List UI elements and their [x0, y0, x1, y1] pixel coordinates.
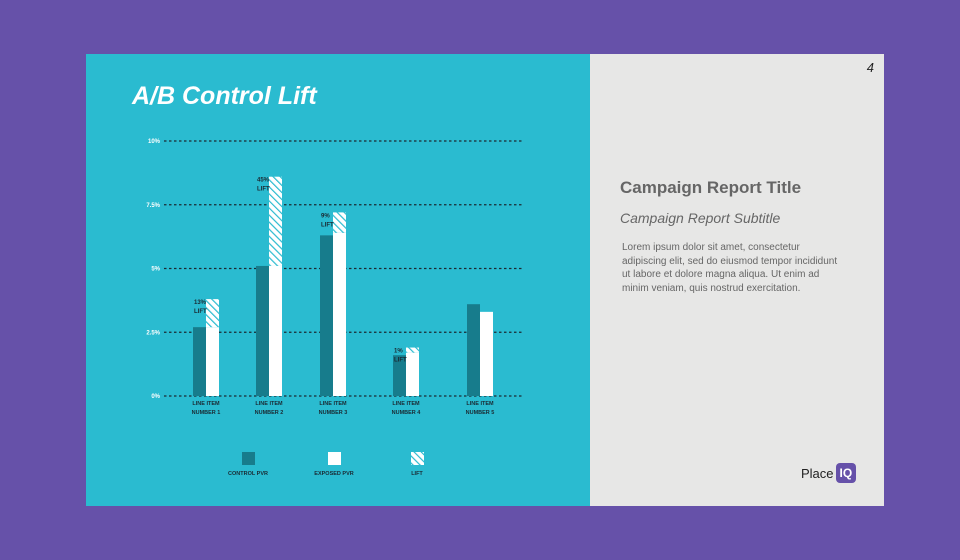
report-body: Lorem ipsum dolor sit amet, consectetur …	[622, 242, 838, 294]
lift-bar	[269, 176, 282, 266]
lift-annotation: 13% LIFT	[194, 300, 207, 315]
lift-annotation: 1% LIFT	[394, 349, 407, 364]
y-tick-label: 0%	[151, 394, 160, 400]
legend-label: CONTROL PVR	[228, 471, 268, 477]
lift-annotation: 45% LIFT	[257, 178, 270, 193]
chart: 0% 2.5% 5% 7.5% 10% 13% LIFT LINE ITEM NUMBER 1 4…	[146, 139, 523, 477]
page-number: 4	[866, 60, 874, 75]
legend-label: LIFT	[411, 471, 423, 477]
control-bar	[256, 265, 269, 396]
category-label: LINE ITEM NUMBER 5	[466, 401, 495, 416]
control-bar	[320, 235, 333, 396]
legend-swatch	[411, 452, 424, 465]
exposed-bar	[480, 311, 493, 396]
category-label: LINE ITEM NUMBER 4	[392, 401, 422, 416]
y-tick-label: 5%	[151, 267, 160, 273]
logo-text: Place	[801, 465, 834, 481]
placeiq-logo: Place IQ	[801, 461, 857, 485]
y-tick-label: 2.5%	[146, 330, 160, 336]
report-subtitle: Campaign Report Subtitle	[620, 210, 781, 226]
y-tick-label: 7.5%	[146, 203, 160, 209]
lift-bar	[406, 347, 419, 353]
category-label: LINE ITEM NUMBER 3	[319, 401, 348, 416]
control-bar	[193, 327, 206, 396]
slide-title: A/B Control Lift	[132, 82, 317, 110]
category-label: LINE ITEM NUMBER 1	[192, 401, 221, 416]
exposed-bar	[406, 352, 419, 396]
legend-swatch	[328, 452, 341, 465]
report-title: Campaign Report Title	[620, 178, 802, 197]
chart-panel: A/B Control Lift 0% 2.5% 5% 7.5% 10% 13% LIFT L…	[86, 54, 590, 506]
legend-swatch	[242, 452, 255, 465]
category-label: LINE ITEM NUMBER 2	[255, 401, 284, 416]
logo-box: IQ	[835, 463, 857, 483]
lift-bar	[206, 299, 219, 328]
lift-annotation: 9% LIFT	[321, 213, 334, 228]
control-bar	[467, 304, 480, 396]
exposed-bar	[333, 232, 346, 396]
legend-label: EXPOSED PVR	[314, 471, 353, 477]
slide: A/B Control Lift 0% 2.5% 5% 7.5% 10% 13% LIFT L…	[86, 54, 884, 506]
exposed-bar	[206, 327, 219, 396]
exposed-bar	[269, 265, 282, 396]
y-tick-label: 10%	[148, 139, 161, 145]
control-bar	[393, 355, 406, 396]
lift-bar	[333, 212, 346, 233]
